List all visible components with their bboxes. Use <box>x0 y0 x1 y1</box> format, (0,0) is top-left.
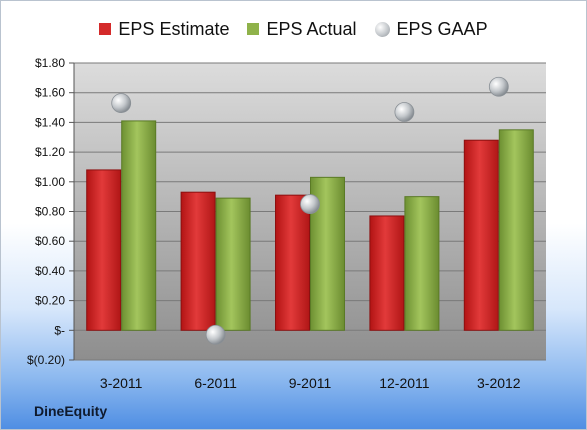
marker-eps-gaap <box>300 194 320 214</box>
legend-item-eps-gaap: EPS GAAP <box>374 18 488 40</box>
x-tick-label: 3-2011 <box>100 375 143 391</box>
x-tick-label: 3-2012 <box>477 375 521 391</box>
x-tick-label: 6-2011 <box>194 375 237 391</box>
legend-item-eps-actual: EPS Actual <box>247 18 357 40</box>
y-tick-label: $1.60 <box>35 86 65 100</box>
bar-eps-estimate <box>180 191 216 331</box>
y-tick-label: $1.20 <box>35 145 65 159</box>
legend-item-eps-estimate: EPS Estimate <box>99 19 229 40</box>
x-tick-label: 12-2011 <box>379 375 430 391</box>
y-tick-label: $(0.20) <box>27 353 65 367</box>
y-tick-label: $0.40 <box>35 264 65 278</box>
chart-legend: EPS Estimate EPS Actual EPS GAAP <box>1 17 586 41</box>
bar-eps-estimate <box>86 169 122 331</box>
bar-eps-actual <box>498 129 534 331</box>
y-tick-label: $1.80 <box>35 56 65 70</box>
y-tick-label: $0.60 <box>35 234 65 248</box>
legend-swatch-eps-gaap <box>374 21 390 37</box>
legend-label-eps-estimate: EPS Estimate <box>118 18 230 39</box>
bar-eps-estimate <box>369 215 405 331</box>
legend-swatch-eps-actual <box>247 23 260 35</box>
legend-label-eps-actual: EPS Actual <box>266 18 357 39</box>
y-tick-label: $1.40 <box>35 115 65 129</box>
marker-eps-gaap <box>394 102 415 122</box>
legend-swatch-eps-estimate <box>99 23 112 35</box>
y-tick-label: $1.00 <box>35 175 65 189</box>
marker-eps-gaap <box>488 76 509 97</box>
bar-eps-estimate <box>275 194 310 331</box>
marker-eps-gaap <box>205 324 226 345</box>
marker-eps-gaap <box>111 93 132 113</box>
bar-eps-actual <box>404 196 440 331</box>
bar-eps-actual <box>121 120 157 331</box>
y-tick-label: $0.80 <box>35 205 65 219</box>
y-tick-label: $0.20 <box>35 294 65 308</box>
bar-eps-actual <box>215 197 251 331</box>
y-tick-label: $- <box>54 323 65 337</box>
x-tick-label: 9-2011 <box>289 375 332 391</box>
company-name: DineEquity <box>34 403 108 419</box>
legend-label-eps-gaap: EPS GAAP <box>396 18 488 39</box>
bar-eps-estimate <box>463 139 499 331</box>
